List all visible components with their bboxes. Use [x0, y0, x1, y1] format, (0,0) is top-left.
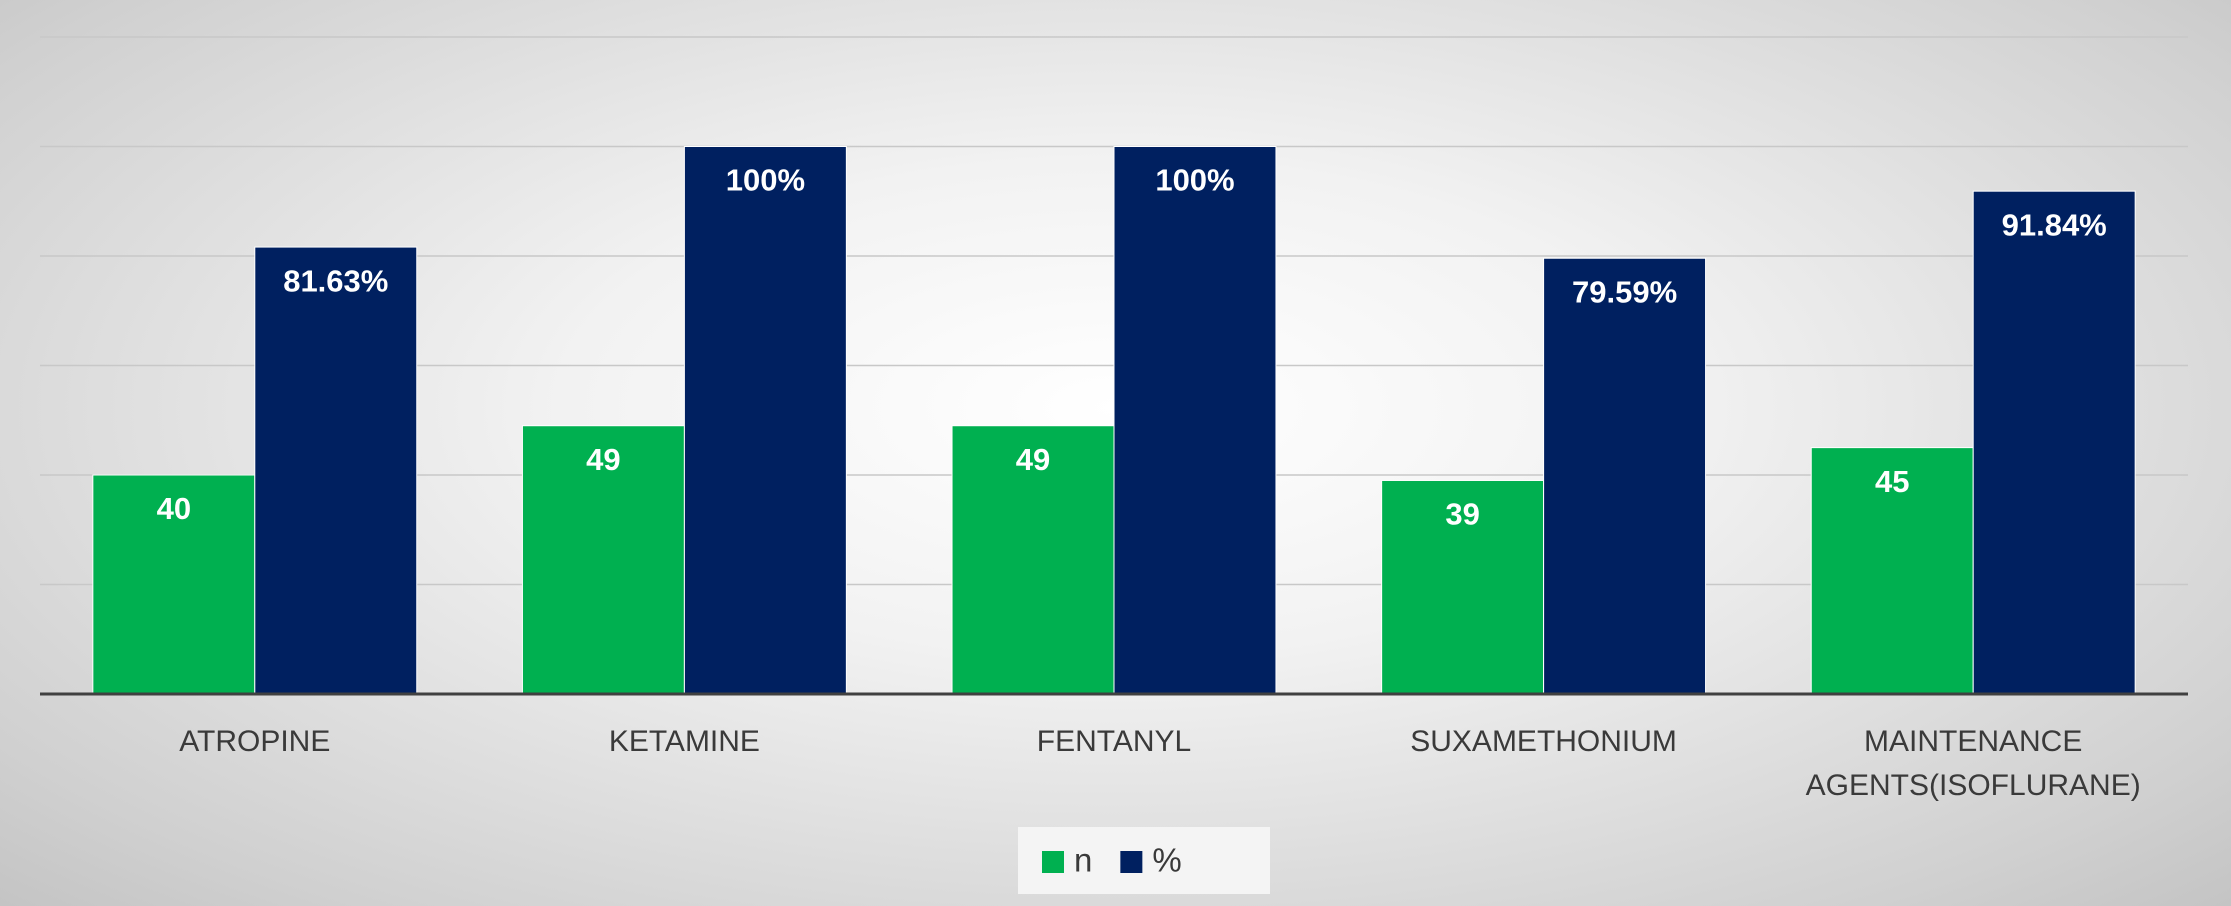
data-label: 49: [1016, 442, 1050, 477]
x-tick-label: ATROPINE: [179, 725, 331, 758]
bar: [521, 425, 685, 695]
data-label: 39: [1445, 497, 1479, 532]
bar: [1972, 190, 2136, 695]
data-label: 49: [586, 442, 620, 477]
bar: [1381, 479, 1545, 695]
bar: [683, 146, 847, 695]
data-label: 100%: [726, 163, 805, 198]
legend-swatch: [1120, 851, 1143, 873]
data-label: 45: [1875, 464, 1909, 499]
data-label: 81.63%: [283, 263, 388, 298]
data-label: 100%: [1155, 163, 1234, 198]
legend-label: %: [1152, 842, 1181, 879]
bar: [1113, 146, 1277, 695]
x-tick-label: KETAMINE: [608, 725, 760, 758]
legend-label: n: [1074, 842, 1092, 879]
data-label: 79.59%: [1572, 274, 1677, 309]
x-tick-label: MAINTENANCE AGENTS(ISOFLURANE): [1805, 725, 2141, 802]
x-tick-label: SUXAMETHONIUM: [1410, 725, 1677, 758]
data-label: 91.84%: [2002, 207, 2107, 242]
x-tick-label: FENTANYL: [1036, 725, 1192, 758]
data-label: 40: [157, 491, 191, 526]
bar: [1543, 257, 1707, 695]
legend-swatch: [1042, 851, 1064, 873]
bar: [1810, 447, 1974, 695]
bar: [951, 425, 1115, 695]
bar: [254, 246, 418, 695]
